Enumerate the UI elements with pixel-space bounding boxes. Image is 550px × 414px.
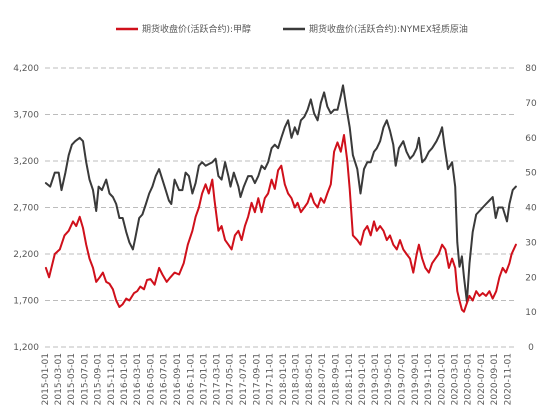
x-tick-label: 2019-07-01	[397, 353, 407, 405]
y-right-tick-label: 70	[525, 99, 537, 109]
x-tick-label: 2015-11-01	[107, 353, 117, 405]
series-line-crude-oil	[44, 84, 517, 303]
x-tick-label: 2019-03-01	[371, 353, 381, 405]
y-axis-right: 80 70 60 50 40 30 20 10 0	[525, 64, 537, 353]
x-tick-label: 2019-05-01	[384, 353, 394, 405]
y-right-tick-label: 60	[525, 134, 537, 144]
x-tick-label: 2019-11-01	[424, 353, 434, 405]
x-tick-label: 2018-01-01	[279, 353, 289, 405]
x-tick-label: 2015-05-01	[67, 353, 77, 405]
y-right-tick-label: 40	[525, 204, 537, 214]
x-tick-label: 2020-03-01	[450, 353, 460, 405]
y-left-tick-label: 4,200	[13, 64, 39, 74]
x-tick-label: 2018-05-01	[305, 353, 315, 405]
x-tick-label: 2016-01-01	[120, 353, 130, 405]
y-right-tick-label: 30	[525, 238, 537, 248]
x-tick-label: 2019-01-01	[358, 353, 368, 405]
x-tick-label: 2020-01-01	[437, 353, 447, 405]
y-right-tick-label: 80	[525, 64, 537, 74]
legend-label-crude-oil: 期货收盘价(活跃合约):NYMEX轻质原油	[309, 23, 468, 35]
y-left-tick-label: 2,200	[13, 250, 39, 260]
y-left-tick-label: 2,700	[13, 204, 39, 214]
x-tick-label: 2017-05-01	[226, 353, 236, 405]
y-right-tick-label: 0	[528, 343, 534, 353]
series-layer	[44, 84, 517, 313]
x-tick-label: 2020-11-01	[503, 353, 513, 405]
legend-label-methanol: 期货收盘价(活跃合约):甲醇	[142, 23, 251, 35]
x-tick-label: 2016-11-01	[186, 353, 196, 405]
x-tick-label: 2018-07-01	[318, 353, 328, 405]
y-left-tick-label: 3,700	[13, 111, 39, 121]
x-tick-label: 2017-03-01	[212, 353, 222, 405]
y-left-tick-label: 1,200	[13, 343, 39, 353]
y-right-tick-label: 10	[525, 308, 537, 318]
x-tick-label: 2019-09-01	[411, 353, 421, 405]
x-tick-label: 2017-09-01	[252, 353, 262, 405]
x-tick-label: 2016-03-01	[133, 353, 143, 405]
x-tick-label: 2018-03-01	[292, 353, 302, 405]
x-tick-label: 2017-11-01	[266, 353, 276, 405]
x-tick-label: 2015-09-01	[94, 353, 104, 405]
x-tick-label: 2015-03-01	[54, 353, 64, 405]
y-left-tick-label: 1,700	[13, 297, 39, 307]
x-tick-label: 2018-11-01	[345, 353, 355, 405]
legend: 期货收盘价(活跃合约):甲醇 期货收盘价(活跃合约):NYMEX轻质原油	[116, 23, 468, 35]
x-tick-label: 2020-09-01	[490, 353, 500, 405]
x-tick-label: 2016-05-01	[146, 353, 156, 405]
x-tick-label: 2018-09-01	[332, 353, 342, 405]
x-axis: 2015-01-01 2015-03-01 2015-05-01 2015-07-01…	[41, 353, 513, 405]
x-tick-label: 2020-07-01	[477, 353, 487, 405]
x-tick-label: 2015-07-01	[80, 353, 90, 405]
y-left-tick-label: 3,200	[13, 157, 39, 167]
y-right-tick-label: 20	[525, 273, 537, 283]
series-line-methanol	[44, 134, 517, 313]
x-tick-label: 2017-01-01	[200, 353, 210, 405]
y-right-tick-label: 50	[525, 169, 537, 179]
x-tick-label: 2020-05-01	[464, 353, 474, 405]
y-axis-left: 4,200 3,700 3,200 2,700 2,200 1,700 1,200	[13, 64, 39, 353]
x-tick-label: 2016-07-01	[160, 353, 170, 405]
x-tick-label: 2015-01-01	[41, 353, 51, 405]
x-tick-label: 2016-09-01	[173, 353, 183, 405]
x-tick-label: 2017-07-01	[239, 353, 249, 405]
